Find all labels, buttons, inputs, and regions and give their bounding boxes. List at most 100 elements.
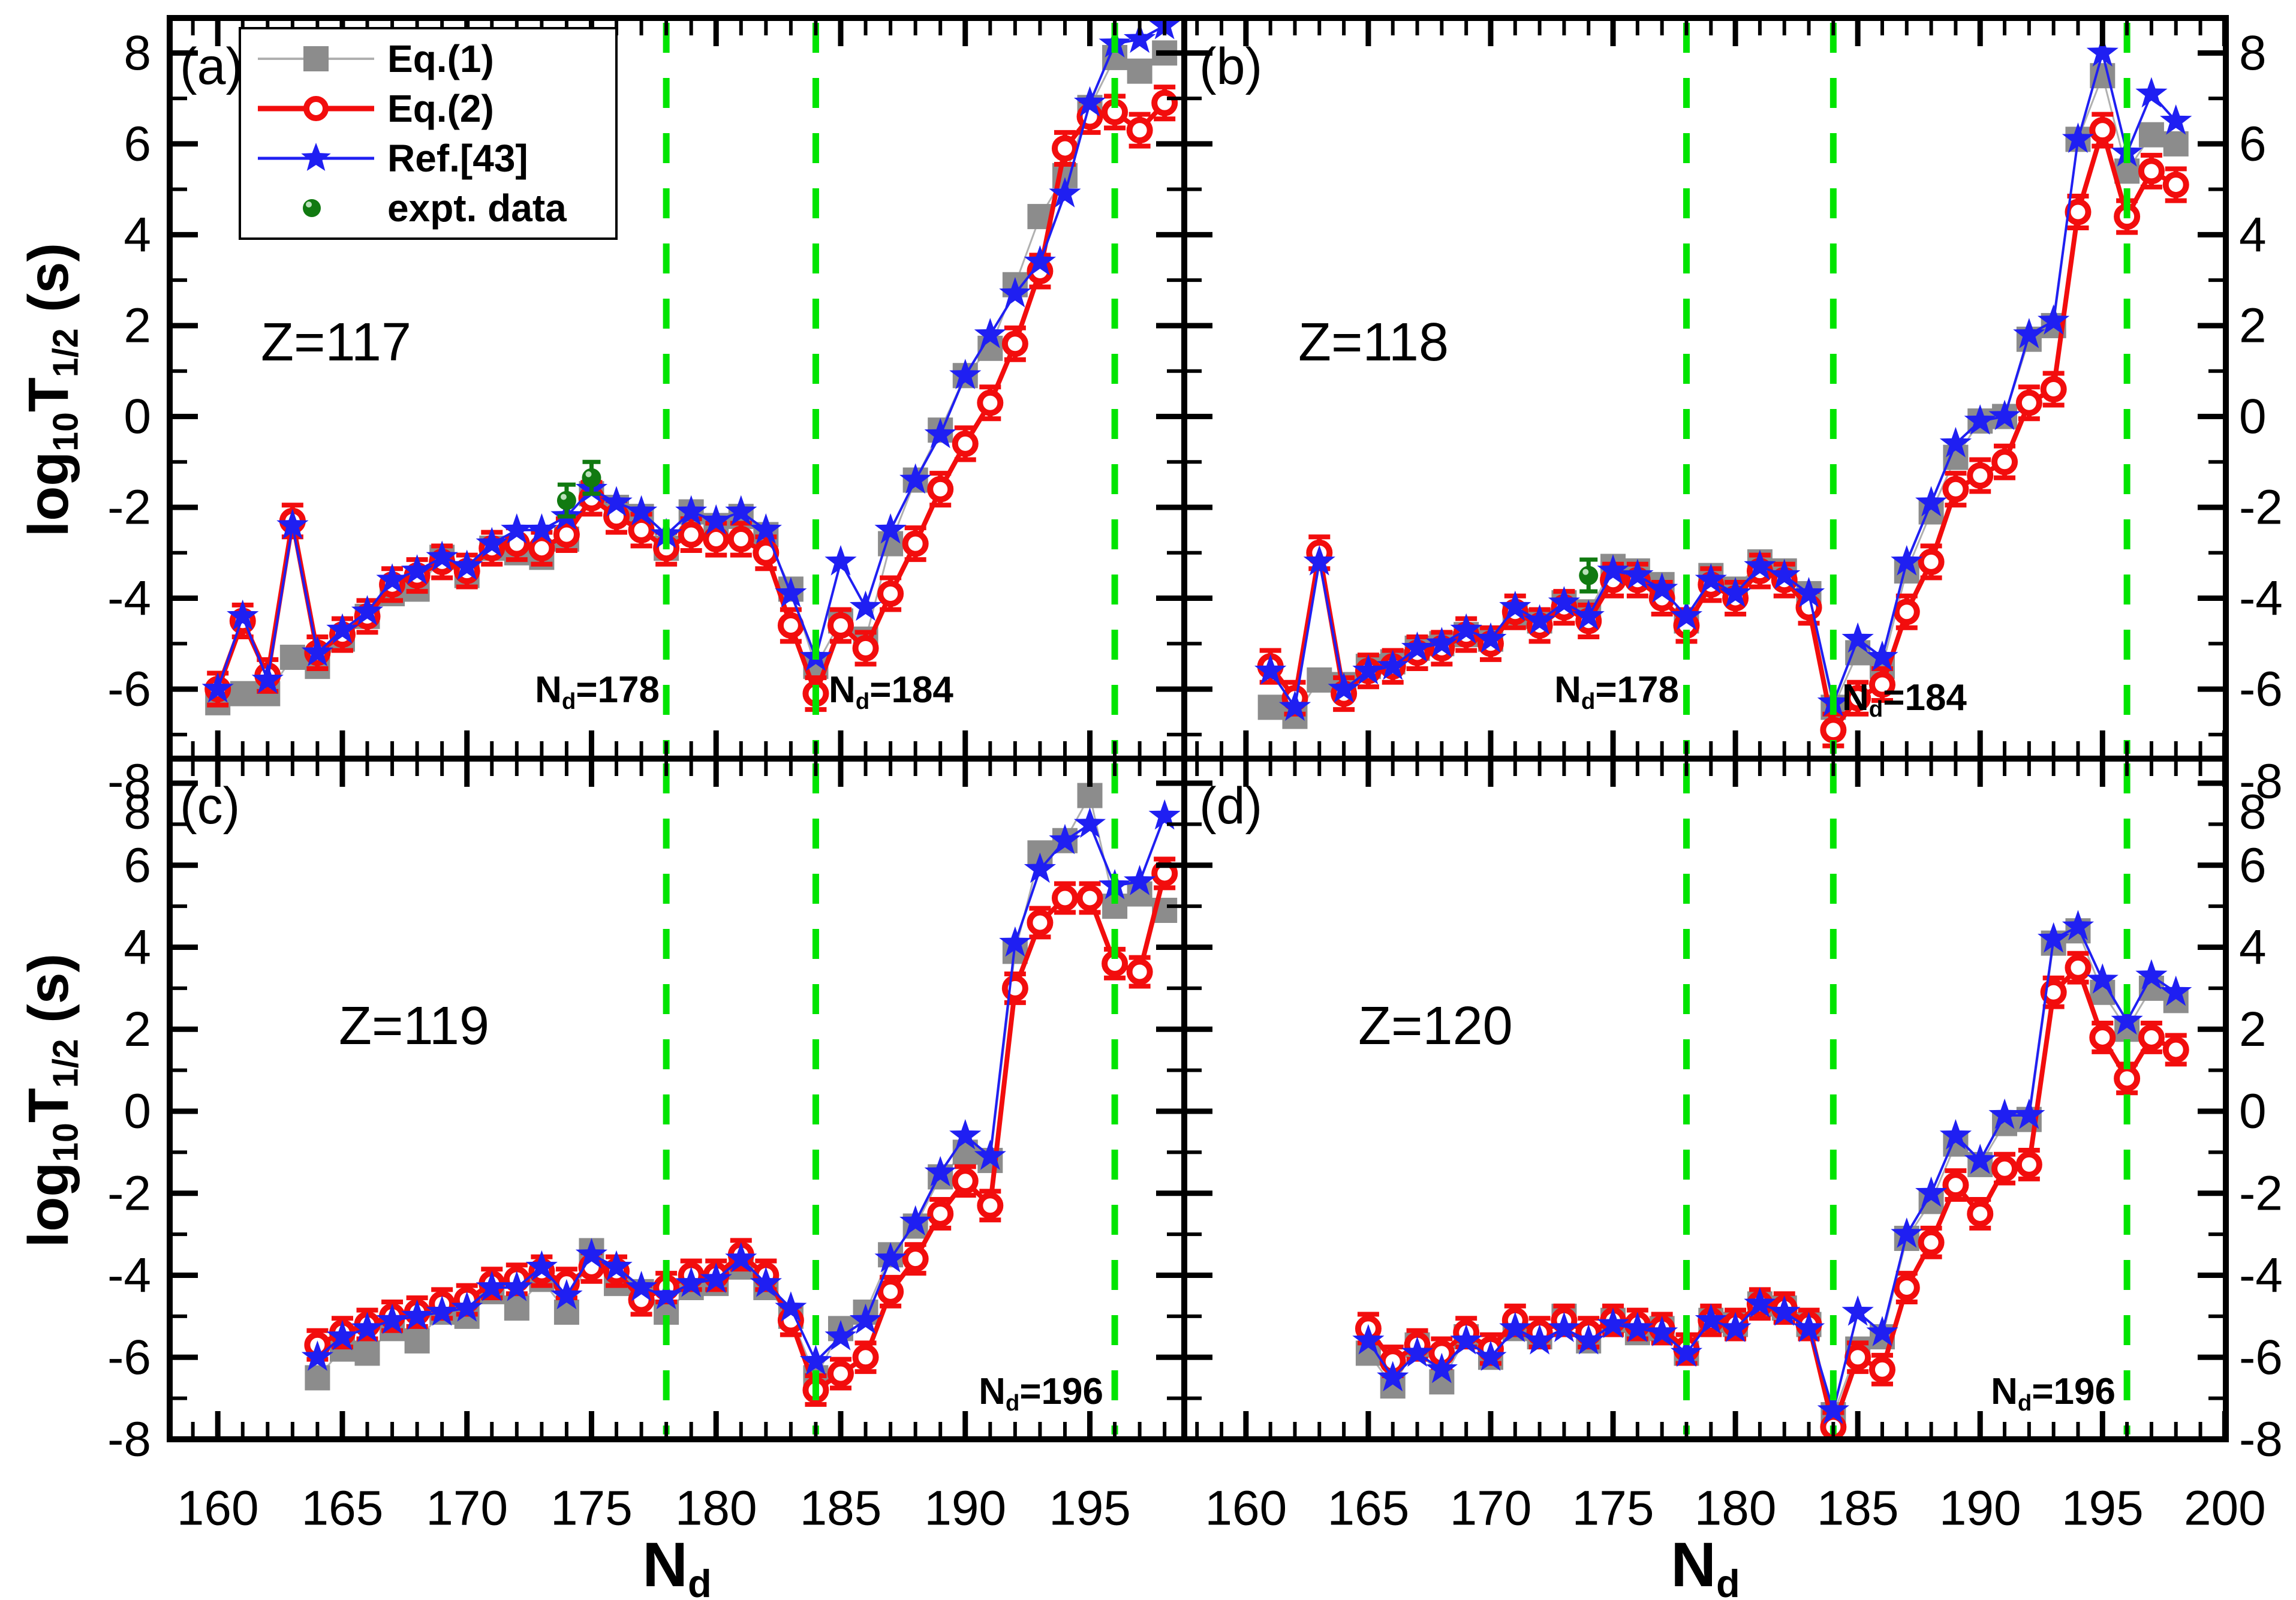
y-tick-label: -6 xyxy=(2239,1330,2283,1385)
circle-marker xyxy=(1126,117,1153,144)
square-marker xyxy=(279,645,305,670)
x-tick-label: 160 xyxy=(1205,1481,1287,1536)
star-marker xyxy=(2038,304,2070,335)
star-marker xyxy=(700,504,732,535)
star-marker xyxy=(1548,1312,1580,1342)
y-tick-label: 6 xyxy=(124,838,151,892)
y-tick-label: -8 xyxy=(2239,754,2283,809)
x-tick-label: 165 xyxy=(1327,1481,1409,1536)
star-marker xyxy=(301,1340,333,1371)
y-tick-label: -6 xyxy=(107,1330,151,1385)
star-marker xyxy=(451,549,483,581)
star-marker xyxy=(401,1299,434,1330)
y-tick-label: 8 xyxy=(2239,785,2267,840)
star-marker xyxy=(326,1320,359,1351)
star-marker xyxy=(1377,649,1409,680)
y-tick-label: -2 xyxy=(2239,1166,2283,1220)
star-marker xyxy=(1646,1316,1678,1346)
circle-marker xyxy=(927,476,954,503)
circle-marker xyxy=(1893,599,1920,625)
x-tick-label: 175 xyxy=(550,1481,633,1536)
panel-label-c: (c) xyxy=(180,777,240,835)
expt-sphere-marker xyxy=(556,491,576,510)
star-marker xyxy=(1670,599,1703,630)
circle-marker xyxy=(827,1360,854,1387)
star-marker xyxy=(451,1291,483,1322)
y-tick-label: -8 xyxy=(2239,1412,2283,1467)
y-tick-label: -6 xyxy=(107,662,151,717)
circle-marker xyxy=(1918,1229,1945,1256)
tick-labels: 8 6 4 2 0 -2 -4 -6 -8 xyxy=(2239,26,2283,809)
star-marker xyxy=(525,513,558,544)
circle-marker xyxy=(852,1344,879,1371)
panel-b: 8 6 4 2 0 -2 -4 -6 -8 xyxy=(1181,15,2283,809)
panel-frame xyxy=(1181,756,2229,1442)
circle-marker xyxy=(1051,885,1078,912)
square-marker xyxy=(1257,694,1283,720)
circle-marker xyxy=(1868,671,1895,698)
x-axis-title-right: Nd xyxy=(1671,1530,1740,1600)
circle-marker xyxy=(1051,135,1078,162)
star-marker xyxy=(1891,545,1923,576)
star-marker xyxy=(1572,1324,1605,1355)
star-marker xyxy=(1939,426,1972,458)
star-marker xyxy=(2160,104,2192,135)
star-marker xyxy=(1475,622,1507,653)
y-tick-label: 4 xyxy=(2239,920,2267,975)
y-tick-label: 8 xyxy=(124,26,151,80)
star-marker xyxy=(775,577,807,607)
x-tick-label: 170 xyxy=(426,1481,508,1536)
y-tick-label: -6 xyxy=(2239,662,2283,717)
y-tick-label: -4 xyxy=(2239,571,2283,625)
star-marker xyxy=(575,1238,608,1268)
y-tick-label: 6 xyxy=(2239,838,2267,892)
z-label-b: Z=118 xyxy=(1298,312,1449,372)
star-marker xyxy=(2013,318,2045,348)
star-marker xyxy=(1988,1098,2021,1129)
circle-marker xyxy=(1868,1356,1895,1383)
star-marker xyxy=(1073,807,1106,838)
star-marker xyxy=(1024,852,1056,883)
legend-item-expt: expt. data xyxy=(253,187,615,230)
circle-marker xyxy=(977,389,1004,416)
star-marker xyxy=(1278,690,1311,721)
tick-labels: 160 165 170 175 180 185 190 195 86 4 2 0 -2 -4 -6 -8 xyxy=(107,785,1131,1536)
star-marker xyxy=(974,1139,1006,1170)
ref43-line xyxy=(1269,48,2177,711)
star-marker xyxy=(1792,1312,1825,1342)
x-tick-label: 195 xyxy=(2062,1481,2144,1536)
eq2-errorbars xyxy=(1259,112,2187,748)
star-marker xyxy=(2086,36,2119,67)
circle-marker xyxy=(528,535,555,562)
eq2-circle-icon xyxy=(258,96,374,122)
star-marker xyxy=(1425,627,1458,657)
star-marker xyxy=(2086,963,2119,994)
annotation-nd184-a: Nd=184 xyxy=(829,669,953,714)
circle-marker xyxy=(2114,1065,2141,1092)
y-tick-label: -8 xyxy=(107,1412,151,1467)
x-tick-label: 175 xyxy=(1572,1481,1654,1536)
annotation-nd178-a: Nd=178 xyxy=(535,669,660,714)
star-marker xyxy=(750,513,782,544)
expt-sphere-icon xyxy=(303,199,321,217)
series-expt xyxy=(1579,557,1599,594)
star-marker xyxy=(1915,1176,1948,1207)
star-marker xyxy=(1744,549,1776,581)
circle-marker xyxy=(2089,1024,2116,1051)
circle-marker xyxy=(703,526,730,553)
y-tick-label: -4 xyxy=(107,1248,151,1303)
star-marker xyxy=(899,463,932,494)
star-marker xyxy=(1425,1352,1458,1384)
panel-a: 8 6 4 2 0 -2 -4 -6 -8 xyxy=(107,15,1187,809)
y-tick-label: 8 xyxy=(124,785,151,840)
star-marker xyxy=(1841,1295,1874,1326)
star-marker xyxy=(924,417,956,449)
circle-marker xyxy=(2089,117,2116,144)
star-marker xyxy=(1768,558,1801,590)
y-tick-label: 0 xyxy=(124,1084,151,1139)
star-marker xyxy=(625,1271,658,1301)
series-ref43 xyxy=(201,21,1180,703)
circle-marker xyxy=(678,521,705,548)
circle-marker xyxy=(1942,476,1969,503)
circle-marker xyxy=(1942,1172,1969,1199)
